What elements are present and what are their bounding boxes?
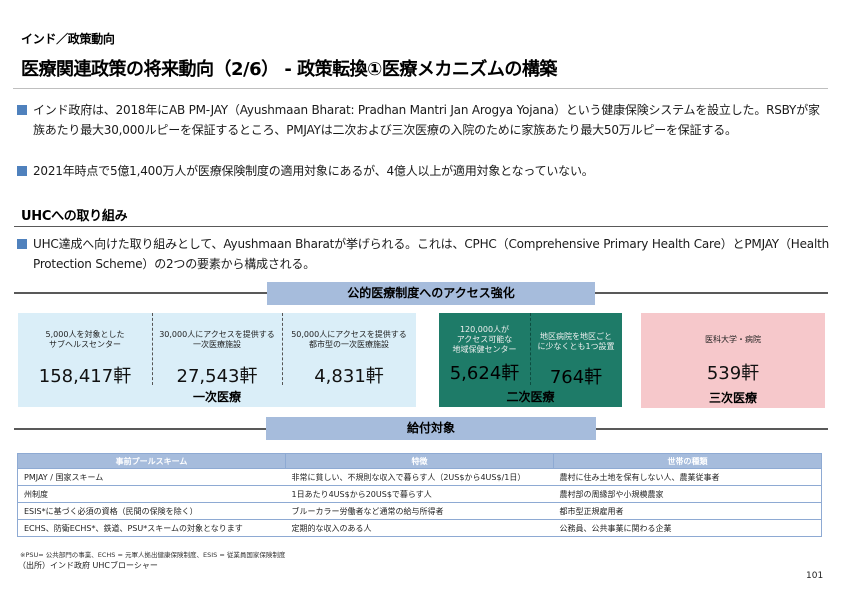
care-item-count: 764軒	[549, 367, 603, 388]
care-item-count: 158,417軒	[38, 366, 132, 387]
care-level-label: 二次医療	[506, 390, 555, 404]
table-cell: 1日あたり4US$から20US$で暮らす人	[285, 485, 554, 503]
care-level-label: 三次医療	[708, 391, 757, 405]
care-item-count: 27,543軒	[176, 366, 258, 387]
footnote: ※PSU= 公共部門の事業、ECHS = 元軍人拠出健康保険制度、ESIS = …	[20, 551, 286, 559]
care-item-count: 539軒	[706, 363, 760, 384]
care-item: 地区病院を地区ごと に少なくとも1つ設置 764軒	[530, 313, 622, 388]
bullet-text: 2021年時点で5億1,400万人が医療保険制度の適用対象にあるが、4億人以上が…	[33, 164, 594, 178]
source-note: （出所）インド政府 UHCブローシャー	[18, 561, 158, 570]
care-item: 5,000人を対象とした サブヘルスセンター 158,417軒	[18, 313, 152, 387]
dashed-divider	[152, 313, 153, 385]
care-item-count: 4,831軒	[314, 366, 384, 387]
column-header: 特徴	[285, 453, 554, 469]
bullet-square-icon	[17, 239, 27, 249]
table-cell: 州制度	[17, 485, 286, 503]
bullet-item: UHC達成へ向けた取り組みとして、Ayushmaan Bharatが挙げられる。…	[14, 234, 829, 274]
table-cell: 公務員、公共事業に関わる企業	[553, 519, 822, 537]
section-divider	[14, 226, 828, 227]
care-item: 120,000人が アクセス可能な 地域保健センター 5,624軒	[439, 313, 530, 387]
care-item: 50,000人にアクセスを提供する 都市型の一次医療施設 4,831軒	[282, 313, 416, 387]
dashed-divider	[530, 313, 531, 385]
care-item-desc: 30,000人にアクセスを提供する 一次医療施設	[159, 330, 275, 349]
column-header: 世帯の種類	[553, 453, 822, 469]
table-cell: 非常に貧しい、不規則な収入で暮らす人（2US$から4US$/1日）	[285, 468, 554, 486]
breadcrumb: インド／政策動向	[21, 32, 115, 46]
table-cell: 都市型正規雇用者	[553, 502, 822, 520]
care-level-label: 一次医療	[192, 390, 241, 404]
table-cell: ブルーカラー労働者など通常の給与所得者	[285, 502, 554, 520]
bullet-text: UHC達成へ向けた取り組みとして、Ayushmaan Bharatが挙げられる。…	[33, 237, 829, 271]
table-cell: ECHS、防衛ECHS*、鉄道、PSU*スキームの対象となります	[17, 519, 286, 537]
primary-care-card: 5,000人を対象とした サブヘルスセンター 158,417軒 30,000人に…	[18, 313, 416, 407]
table-cell: 農村に住み土地を保有しない人、農業従事者	[553, 468, 822, 486]
section-heading: UHCへの取り組み	[21, 209, 128, 224]
bullet-square-icon	[17, 105, 27, 115]
page-title: 医療関連政策の将来動向（2/6） - 政策転換①医療メカニズムの構築	[21, 59, 557, 80]
benefit-table: 事前プールスキーム 特徴 世帯の種類 PMJAY / 国家スキーム 非常に貧しい…	[17, 453, 822, 537]
table-cell: 農村部の周縁部や小規模農家	[553, 485, 822, 503]
care-item-count: 5,624軒	[449, 363, 520, 384]
bullet-square-icon	[17, 166, 27, 176]
care-item-desc: 医科大学・病院	[705, 335, 761, 344]
benefit-band-label: 給付対象	[266, 417, 596, 440]
bullet-item: インド政府は、2018年にAB PM-JAY（Ayushmaan Bharat:…	[14, 100, 829, 140]
care-item-desc: 120,000人が アクセス可能な 地域保健センター	[452, 325, 517, 354]
access-band-label: 公的医療制度へのアクセス強化	[267, 282, 595, 305]
care-item-desc: 5,000人を対象とした サブヘルスセンター	[45, 330, 125, 349]
care-item: 医科大学・病院 539軒	[641, 313, 825, 387]
care-item: 30,000人にアクセスを提供する 一次医療施設 27,543軒	[152, 313, 282, 387]
table-row: ECHS、防衛ECHS*、鉄道、PSU*スキームの対象となります 定期的な収入の…	[17, 519, 822, 537]
table-row: PMJAY / 国家スキーム 非常に貧しい、不規則な収入で暮らす人（2US$から…	[17, 468, 822, 486]
table-row: ESIS*に基づく必須の資格（民間の保険を除く） ブルーカラー労働者など通常の給…	[17, 502, 822, 520]
table-cell: ESIS*に基づく必須の資格（民間の保険を除く）	[17, 502, 286, 520]
secondary-care-card: 120,000人が アクセス可能な 地域保健センター 5,624軒 地区病院を地…	[439, 313, 622, 407]
table-header-row: 事前プールスキーム 特徴 世帯の種類	[17, 453, 822, 469]
title-divider	[13, 88, 828, 89]
page-number: 101	[806, 571, 824, 581]
table-cell: 定期的な収入のある人	[285, 519, 554, 537]
care-item-desc: 50,000人にアクセスを提供する 都市型の一次医療施設	[291, 330, 407, 349]
table-row: 州制度 1日あたり4US$から20US$で暮らす人 農村部の周縁部や小規模農家	[17, 485, 822, 503]
dashed-divider	[282, 313, 283, 385]
column-header: 事前プールスキーム	[17, 453, 286, 469]
tertiary-care-card: 医科大学・病院 539軒 三次医療	[641, 313, 825, 408]
table-cell: PMJAY / 国家スキーム	[17, 468, 286, 486]
bullet-item: 2021年時点で5億1,400万人が医療保険制度の適用対象にあるが、4億人以上が…	[14, 161, 829, 181]
bullet-text: インド政府は、2018年にAB PM-JAY（Ayushmaan Bharat:…	[33, 103, 820, 137]
care-item-desc: 地区病院を地区ごと に少なくとも1つ設置	[537, 332, 615, 351]
